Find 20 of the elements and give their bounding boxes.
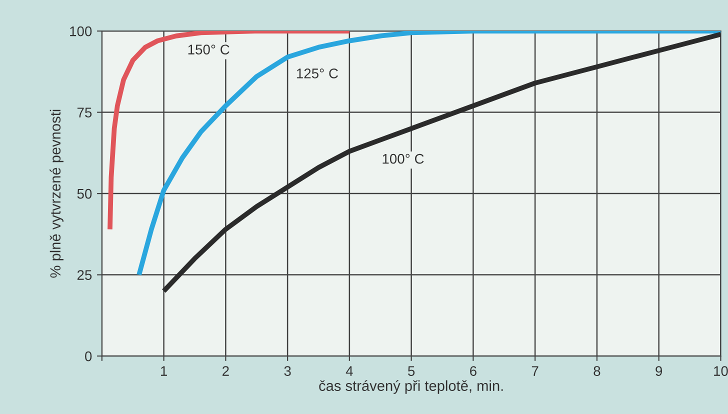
series-label: 125° C xyxy=(296,68,338,78)
x-tick-label: 5 xyxy=(408,366,415,376)
y-tick-label: 100 xyxy=(70,26,92,36)
x-axis-title: čas strávený při teplotě, min. xyxy=(319,380,503,394)
x-tick-label: 3 xyxy=(284,366,291,376)
x-tick-label: 8 xyxy=(594,366,600,376)
x-tick-label: 9 xyxy=(656,366,662,376)
y-axis-title: % plně vytvrzené pevnosti xyxy=(50,110,64,278)
y-tick-label: 0 xyxy=(85,351,92,362)
x-tick-label: 4 xyxy=(346,366,353,376)
x-tick-label: 1 xyxy=(160,366,167,376)
x-tick-label: 6 xyxy=(470,366,476,376)
x-tick-label: 10 xyxy=(714,366,728,376)
x-tick-label: 2 xyxy=(222,366,229,376)
y-tick-label: 50 xyxy=(77,188,92,199)
y-tick-label: 75 xyxy=(77,108,92,118)
series-label: 100° C xyxy=(382,154,424,164)
series-label: 150° C xyxy=(188,44,230,54)
x-tick-label: 7 xyxy=(532,366,538,376)
y-tick-label: 25 xyxy=(77,270,92,280)
